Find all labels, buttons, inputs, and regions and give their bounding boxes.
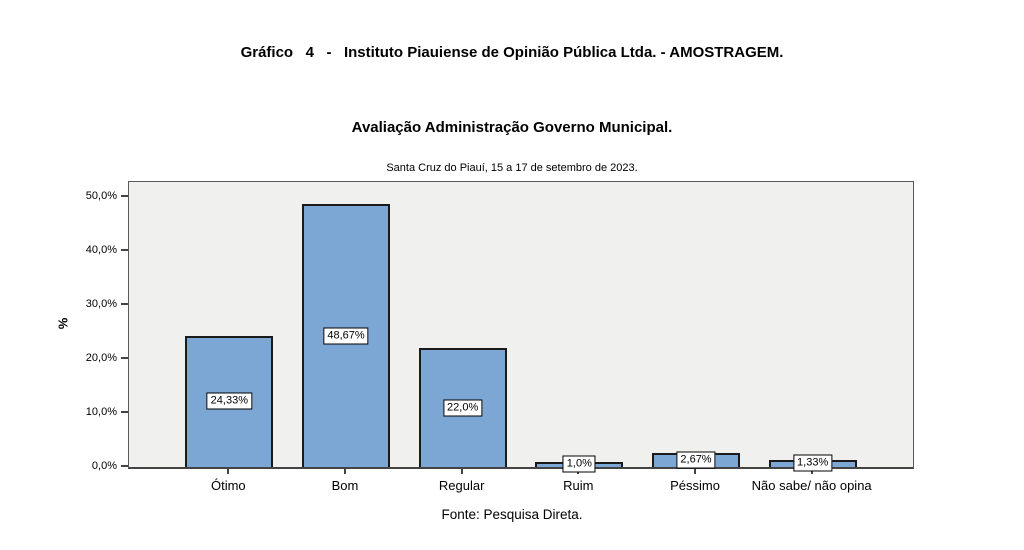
- bar-value-label: 48,67%: [323, 327, 369, 345]
- chart-title: Avaliação Administração Governo Municipa…: [351, 119, 673, 136]
- x-category-label: Ótimo: [210, 478, 246, 493]
- y-tick-mark: [121, 465, 128, 467]
- y-tick-label: 30,0%: [85, 298, 117, 311]
- chart-subtitle: Santa Cruz do Piauí, 15 a 17 de setembro…: [386, 162, 638, 174]
- y-tick-label: 50,0%: [85, 190, 117, 203]
- y-tick-mark: [121, 411, 128, 414]
- bar-value-label: 1,33%: [793, 454, 833, 472]
- y-tick-mark: [121, 357, 128, 360]
- bar-value-label: 24,33%: [206, 392, 252, 410]
- bar-value-label: 22,0%: [443, 399, 483, 417]
- y-tick-mark: [121, 249, 128, 252]
- x-tick-mark: [460, 468, 463, 474]
- plot-area: 24,33% 48,67% 22,0% 1,0% 2,67% 1,33%: [128, 181, 914, 473]
- bar-value-label: 1,0%: [562, 455, 596, 473]
- x-tick-mark: [227, 468, 230, 474]
- figure-caption: Gráfico 4 - Instituto Piauiense de Opini…: [240, 44, 784, 61]
- y-tick-label: 10,0%: [85, 406, 117, 419]
- y-tick-label: 40,0%: [85, 244, 117, 257]
- x-tick-mark: [694, 468, 696, 474]
- y-axis-title: %: [55, 317, 71, 330]
- y-tick-mark: [121, 303, 128, 306]
- x-category-label: Péssimo: [670, 478, 720, 493]
- bar-value-label: 2,67%: [676, 451, 716, 469]
- y-axis-title-container: %: [48, 181, 78, 466]
- x-category-label: Bom: [331, 478, 359, 493]
- y-tick-label: 0,0%: [91, 460, 117, 472]
- x-category-label: Não sabe/ não opina: [751, 478, 872, 493]
- x-category-label: Regular: [438, 478, 485, 493]
- source-note: Fonte: Pesquisa Direta.: [441, 507, 583, 522]
- x-category-label: Ruim: [563, 478, 594, 493]
- y-tick-mark: [121, 195, 128, 198]
- y-tick-label: 20,0%: [85, 352, 117, 365]
- x-tick-mark: [344, 468, 346, 474]
